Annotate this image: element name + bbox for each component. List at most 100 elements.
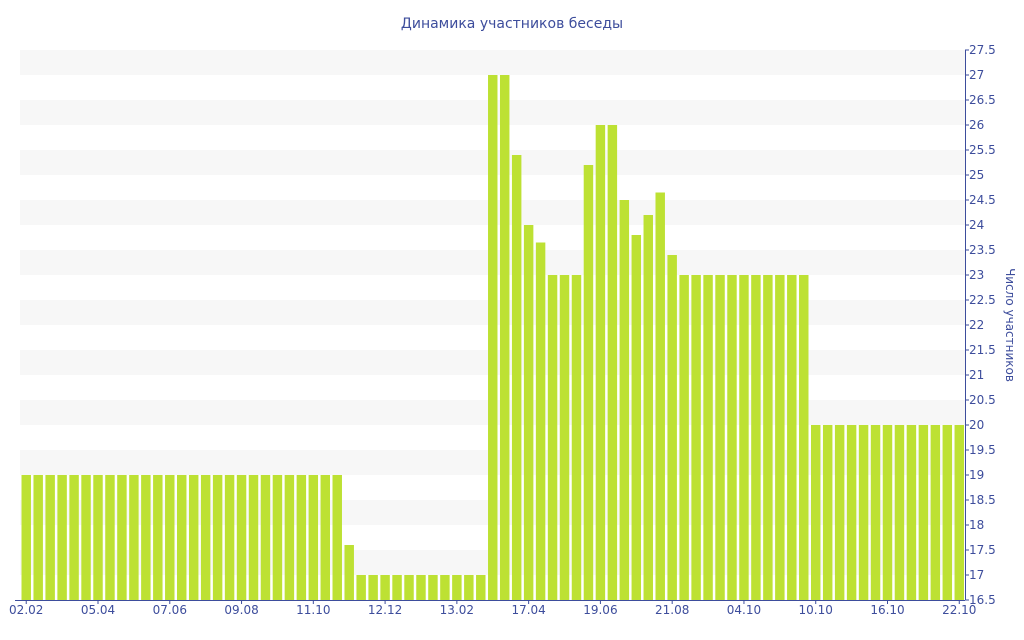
bar <box>332 475 342 600</box>
y-tick-label: 18 <box>969 518 984 532</box>
y-tick-label: 26 <box>969 118 984 132</box>
bar <box>344 545 354 600</box>
bar <box>200 475 211 600</box>
y-tick-label: 22 <box>969 318 984 332</box>
x-ticks: 02.02 05.04 07.06 09.08 11.10 12.12 13.02 17.04… <box>9 600 976 617</box>
x-tick-label: 02.02 <box>9 603 43 617</box>
bar <box>236 475 247 600</box>
bar <box>619 200 630 600</box>
bar <box>787 275 797 600</box>
bar <box>691 275 701 600</box>
bar <box>583 165 594 600</box>
bar <box>571 275 582 600</box>
bar <box>858 425 869 600</box>
grid-band <box>20 50 965 75</box>
y-tick-label: 25.5 <box>969 143 996 157</box>
bar <box>882 425 893 600</box>
bar <box>165 475 175 600</box>
bar <box>212 475 223 600</box>
bar <box>129 475 139 600</box>
y-tick-label: 18.5 <box>969 493 996 507</box>
y-tick-label: 19.5 <box>969 443 996 457</box>
bar <box>511 155 522 600</box>
x-tick-label: 16.10 <box>870 603 904 617</box>
y-tick-label: 17.5 <box>969 543 996 557</box>
bar <box>272 475 283 600</box>
y-tick-label: 17 <box>969 568 984 582</box>
bar <box>404 575 414 600</box>
bar <box>392 575 402 600</box>
bar <box>739 275 749 600</box>
bar <box>81 475 91 600</box>
bar <box>846 425 857 600</box>
bar <box>45 475 55 600</box>
bar <box>607 125 618 600</box>
bar <box>440 575 450 600</box>
x-tick-label: 11.10 <box>296 603 330 617</box>
y-tick-label: 23.5 <box>969 243 996 257</box>
y-tick-label: 20 <box>969 418 984 432</box>
y-tick-label: 22.5 <box>969 293 996 307</box>
bar <box>559 275 570 600</box>
bar <box>535 242 546 600</box>
y-tick-label: 26.5 <box>969 93 996 107</box>
y-tick-label: 24.5 <box>969 193 996 207</box>
y-tick-label: 21 <box>969 368 984 382</box>
y-tick-label: 25 <box>969 168 984 182</box>
x-tick-label: 12.12 <box>368 603 402 617</box>
x-tick-label: 09.08 <box>224 603 258 617</box>
bar <box>188 475 199 600</box>
chart-title: Динамика участников беседы <box>401 16 623 32</box>
bar <box>428 575 438 600</box>
y-tick-label: 21.5 <box>969 343 996 357</box>
bar <box>727 275 737 600</box>
bar <box>105 475 115 600</box>
y-axis-label: Число участников <box>1003 268 1017 382</box>
bar <box>703 275 713 600</box>
y-tick-label: 19 <box>969 468 984 482</box>
y-tick-label: 16.5 <box>969 593 996 607</box>
bar <box>57 475 67 600</box>
bar <box>380 575 390 600</box>
bar <box>488 75 498 600</box>
bar <box>547 275 558 600</box>
bar <box>308 475 319 600</box>
bar <box>930 425 941 600</box>
y-tick-label: 24 <box>969 218 984 232</box>
bar <box>595 125 606 600</box>
bar <box>153 475 163 600</box>
bar <box>751 275 761 600</box>
bar <box>464 575 474 600</box>
bar <box>284 475 295 600</box>
bar <box>177 475 187 600</box>
x-tick-label: 04.10 <box>727 603 761 617</box>
bar <box>523 225 534 600</box>
bars <box>21 75 964 600</box>
bar <box>715 275 725 600</box>
bar <box>810 425 821 600</box>
x-tick-label: 05.04 <box>81 603 115 617</box>
bar <box>141 475 151 600</box>
x-tick-label: 07.06 <box>153 603 187 617</box>
bar <box>21 475 31 600</box>
bar <box>870 425 881 600</box>
x-tick-label: 21.08 <box>655 603 689 617</box>
bar <box>679 275 689 600</box>
bar <box>775 275 785 600</box>
bar <box>356 575 366 600</box>
bar <box>368 575 378 600</box>
bar <box>69 475 79 600</box>
bar <box>667 255 677 600</box>
bar <box>942 425 953 600</box>
bar <box>643 215 653 600</box>
bar <box>894 425 905 600</box>
y-tick-label: 20.5 <box>969 393 996 407</box>
x-tick-label: 10.10 <box>799 603 833 617</box>
bar <box>954 425 964 600</box>
y-ticks: 16.5 17 17.5 18 18.5 19 19.5 20 20.5 21 21.5 22 22.5… <box>965 43 996 607</box>
bar <box>655 192 665 600</box>
bar <box>224 475 235 600</box>
bar <box>906 425 917 600</box>
bar <box>117 475 127 600</box>
x-tick-label: 13.02 <box>440 603 474 617</box>
